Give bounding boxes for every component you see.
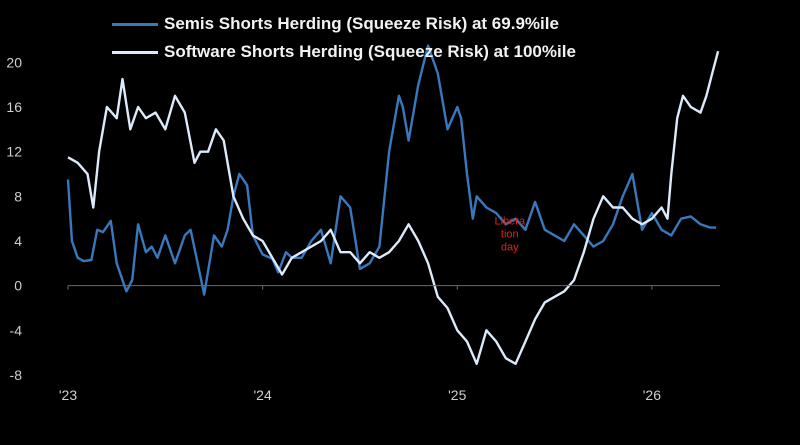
x-tick-label: '26 bbox=[643, 387, 661, 403]
y-tick-label: 0 bbox=[14, 278, 22, 294]
series-line-software bbox=[67, 50, 720, 365]
legend-swatch-software bbox=[112, 50, 158, 54]
plot-area bbox=[66, 44, 720, 365]
legend-item-software: Software Shorts Herding (Squeeze Risk) a… bbox=[112, 38, 576, 66]
annotation-text: Libera tion day bbox=[495, 215, 526, 253]
x-tick-label: '23 bbox=[59, 387, 77, 403]
y-axis: 20 16 12 8 4 0 -4 -8 bbox=[6, 54, 22, 383]
series-line-semis bbox=[66, 44, 717, 296]
y-tick-label: -4 bbox=[10, 322, 23, 338]
annotation: Libera tion day bbox=[495, 215, 526, 253]
x-axis: '23 '24 '25 '26 bbox=[59, 285, 720, 403]
y-tick-label: 8 bbox=[14, 188, 22, 204]
y-tick-label: 16 bbox=[6, 99, 22, 115]
x-tick-label: '25 bbox=[448, 387, 466, 403]
legend-label-semis: Semis Shorts Herding (Squeeze Risk) at 6… bbox=[164, 14, 559, 33]
x-tick-label: '24 bbox=[254, 387, 272, 403]
legend-swatch-semis bbox=[112, 22, 158, 26]
y-tick-label: 12 bbox=[6, 144, 22, 160]
y-tick-label: 20 bbox=[6, 54, 22, 70]
y-tick-label: 4 bbox=[14, 233, 22, 249]
legend: Semis Shorts Herding (Squeeze Risk) at 6… bbox=[112, 10, 576, 66]
legend-item-semis: Semis Shorts Herding (Squeeze Risk) at 6… bbox=[112, 10, 576, 38]
y-tick-label: -8 bbox=[10, 367, 23, 383]
legend-label-software: Software Shorts Herding (Squeeze Risk) a… bbox=[164, 42, 576, 61]
